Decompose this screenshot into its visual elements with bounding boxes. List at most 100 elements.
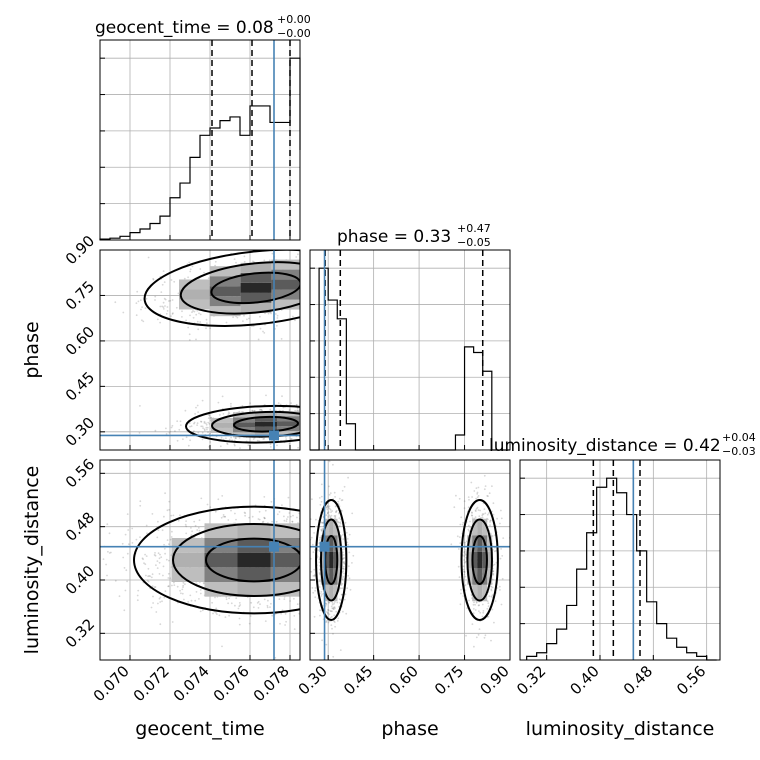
sample-point: [293, 597, 295, 600]
sample-point: [263, 437, 266, 440]
sample-point: [271, 614, 274, 617]
sample-point: [321, 271, 323, 273]
sample-point: [368, 284, 370, 286]
sample-point: [303, 574, 305, 576]
sample-point: [307, 420, 309, 422]
sample-point: [326, 244, 328, 246]
sample-point: [311, 418, 313, 420]
sample-point: [395, 259, 397, 261]
sample-point: [288, 512, 291, 514]
sample-point: [347, 476, 349, 479]
sample-point: [248, 246, 250, 248]
sample-point: [206, 426, 209, 429]
sample-point: [267, 599, 269, 602]
sample-point: [190, 425, 193, 428]
sample-point: [235, 597, 238, 600]
sample-point: [179, 589, 182, 592]
sample-point: [311, 431, 313, 433]
sample-point: [296, 407, 299, 410]
sample-point: [471, 496, 473, 498]
sample-point: [304, 421, 306, 423]
sample-point: [490, 519, 492, 522]
sample-point: [263, 517, 266, 520]
sample-point: [458, 497, 461, 500]
sample-point: [161, 529, 164, 532]
density-contour: [471, 535, 488, 585]
sample-point: [238, 605, 241, 608]
sample-point: [176, 439, 179, 442]
sample-point: [276, 324, 278, 327]
sample-point: [338, 515, 340, 517]
sample-point: [169, 538, 172, 541]
sample-point: [495, 549, 497, 552]
sample-point: [274, 656, 277, 659]
sample-point: [311, 516, 313, 518]
sample-point: [322, 284, 324, 286]
sample-point: [311, 498, 313, 501]
density-cell: [237, 582, 271, 597]
sample-point: [191, 311, 193, 314]
sample-point: [347, 543, 349, 546]
sample-point: [198, 519, 201, 522]
sample-point: [161, 600, 163, 603]
sample-point: [306, 553, 308, 555]
sample-point: [147, 567, 150, 570]
sample-point: [179, 420, 182, 423]
sample-point: [457, 548, 460, 550]
sample-point: [490, 589, 493, 592]
density-cell: [320, 551, 325, 569]
sample-point: [313, 574, 316, 577]
sample-point: [244, 512, 247, 515]
sample-point: [302, 556, 304, 558]
sample-point: [313, 584, 315, 586]
sample-point: [144, 553, 147, 556]
sample-point: [322, 597, 324, 599]
sample-point: [195, 406, 197, 409]
density-cell: [204, 552, 238, 568]
sample-point: [353, 583, 355, 585]
sample-point: [306, 413, 308, 415]
sample-point: [349, 522, 351, 524]
density-cell: [333, 551, 338, 569]
sample-point: [322, 273, 324, 275]
sample-point: [330, 285, 332, 287]
sample-point: [196, 320, 199, 323]
density-cell: [179, 279, 210, 290]
sample-point: [343, 561, 346, 563]
sample-point: [159, 305, 162, 308]
sample-point: [327, 612, 329, 615]
sample-point: [361, 282, 363, 284]
sample-point: [108, 552, 111, 554]
sample-point: [158, 561, 161, 564]
sample-point: [307, 421, 309, 423]
density-contour: [210, 271, 300, 305]
density-cell: [324, 584, 330, 602]
sample-point: [349, 522, 351, 524]
sample-point: [269, 443, 272, 446]
luminosity-distance-title-lower: −0.03: [722, 445, 756, 458]
sample-point: [493, 550, 496, 553]
sample-point: [341, 578, 344, 580]
sample-point: [342, 570, 345, 573]
sample-point: [345, 612, 348, 615]
density-cell: [333, 584, 338, 602]
sample-point: [236, 316, 239, 319]
sample-point: [329, 516, 332, 519]
sample-point: [313, 418, 315, 420]
sample-point: [311, 587, 314, 589]
sample-point: [196, 309, 199, 312]
sample-point: [259, 408, 262, 411]
sample-point: [337, 525, 340, 528]
sample-point: [378, 560, 380, 562]
sample-point: [348, 533, 351, 536]
sample-point: [253, 410, 256, 412]
sample-point: [238, 410, 241, 413]
sample-point: [328, 485, 330, 488]
sample-point: [312, 559, 314, 561]
sample-point: [160, 291, 163, 293]
x-tick-label: 0.45: [340, 662, 376, 698]
sample-point: [208, 414, 211, 417]
sample-point: [262, 438, 265, 440]
sample-point: [306, 420, 308, 422]
sample-point: [326, 505, 329, 507]
